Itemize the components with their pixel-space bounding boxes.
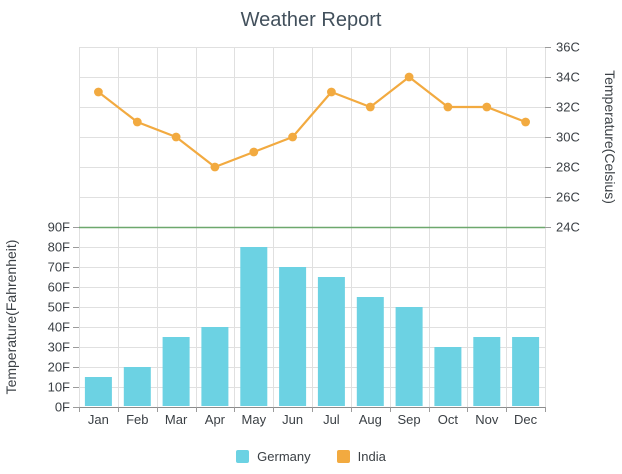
marker-india-aug[interactable] (365, 102, 375, 112)
y-label-right-36c: 36C (556, 40, 580, 55)
bar-germany-aug[interactable] (356, 297, 384, 406)
x-label-dec: Dec (514, 412, 538, 427)
bar-germany-jan[interactable] (84, 377, 112, 406)
india-swatch-icon (336, 449, 350, 463)
y-label-left-20f: 20F (48, 360, 70, 375)
y-label-left-50f: 50F (48, 300, 70, 315)
x-label-nov: Nov (475, 412, 499, 427)
y-label-left-40f: 40F (48, 320, 70, 335)
y-label-left-60f: 60F (48, 280, 70, 295)
marker-india-jul[interactable] (327, 87, 336, 97)
y-label-left-70f: 70F (48, 260, 70, 275)
x-label-jan: Jan (88, 412, 109, 427)
x-label-aug: Aug (359, 412, 382, 427)
y-label-right-30c: 30C (556, 130, 580, 145)
legend-item-india[interactable]: India (336, 448, 386, 464)
y-label-right-28c: 28C (556, 160, 580, 175)
x-label-feb: Feb (126, 412, 148, 427)
y-label-left-90f: 90F (48, 220, 70, 235)
bar-germany-apr[interactable] (201, 327, 229, 406)
chart-canvas: Jan Feb Mar Apr May Jun Jul Aug Sep Oct Nov Dec 0F 10… (3, 40, 618, 428)
legend-label-germany: Germany (257, 448, 311, 464)
chart-title: Weather Report (240, 9, 382, 31)
bar-germany-mar[interactable] (162, 337, 190, 406)
marker-india-oct[interactable] (443, 102, 453, 112)
germany-swatch-icon (236, 449, 250, 463)
y-label-right-32c: 32C (556, 100, 580, 115)
bar-germany-sep[interactable] (395, 307, 423, 406)
marker-india-apr[interactable] (210, 162, 220, 172)
y-label-right-26c: 26C (556, 190, 580, 205)
marker-india-jun[interactable] (288, 132, 297, 142)
left-axis-title: Temperature(Fahrenheit) (3, 240, 19, 395)
x-label-apr: Apr (205, 412, 226, 427)
marker-india-mar[interactable] (171, 132, 181, 142)
marker-india-sep[interactable] (404, 72, 414, 82)
bar-germany-nov[interactable] (473, 337, 501, 406)
x-label-sep: Sep (398, 412, 421, 427)
x-label-jul: Jul (323, 412, 340, 427)
x-label-oct: Oct (438, 412, 459, 427)
line-india[interactable] (97, 75, 526, 169)
y-label-left-30f: 30F (48, 340, 70, 355)
x-label-mar: Mar (165, 412, 188, 427)
y-label-left-80f: 80F (48, 240, 70, 255)
x-label-may: May (242, 412, 267, 427)
bar-germany-jul[interactable] (317, 277, 345, 406)
right-axis-title: Temperature(Celsius) (602, 70, 618, 204)
y-label-left-10f: 10F (48, 380, 70, 395)
bar-germany-jun[interactable] (279, 267, 307, 406)
y-label-right-34c: 34C (556, 70, 580, 85)
legend-label-india: India (357, 448, 386, 464)
bar-germany-feb[interactable] (123, 367, 151, 406)
marker-india-nov[interactable] (482, 102, 492, 112)
marker-india-dec[interactable] (521, 117, 530, 127)
bar-germany-may[interactable] (240, 247, 268, 406)
bar-germany-oct[interactable] (434, 347, 462, 406)
legend: Germany India (0, 446, 622, 466)
marker-india-feb[interactable] (132, 117, 142, 127)
marker-india-jan[interactable] (94, 87, 103, 97)
x-label-jun: Jun (282, 412, 303, 427)
bar-germany-dec[interactable] (512, 337, 540, 406)
marker-india-may[interactable] (249, 147, 259, 157)
y-label-right-24c: 24C (556, 220, 580, 235)
y-label-left-0f: 0F (55, 400, 70, 415)
legend-item-germany[interactable]: Germany (236, 448, 311, 464)
